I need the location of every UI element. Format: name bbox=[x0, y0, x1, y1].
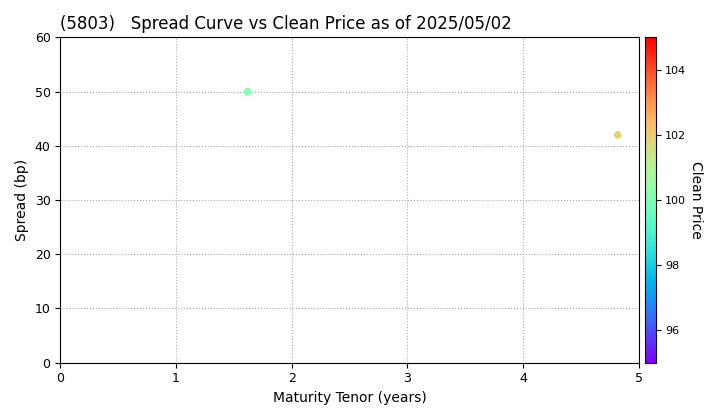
Text: (5803)   Spread Curve vs Clean Price as of 2025/05/02: (5803) Spread Curve vs Clean Price as of… bbox=[60, 15, 512, 33]
Point bbox=[612, 131, 624, 138]
Y-axis label: Spread (bp): Spread (bp) bbox=[15, 159, 29, 241]
Y-axis label: Clean Price: Clean Price bbox=[689, 161, 703, 239]
Point bbox=[242, 88, 253, 95]
X-axis label: Maturity Tenor (years): Maturity Tenor (years) bbox=[273, 391, 426, 405]
